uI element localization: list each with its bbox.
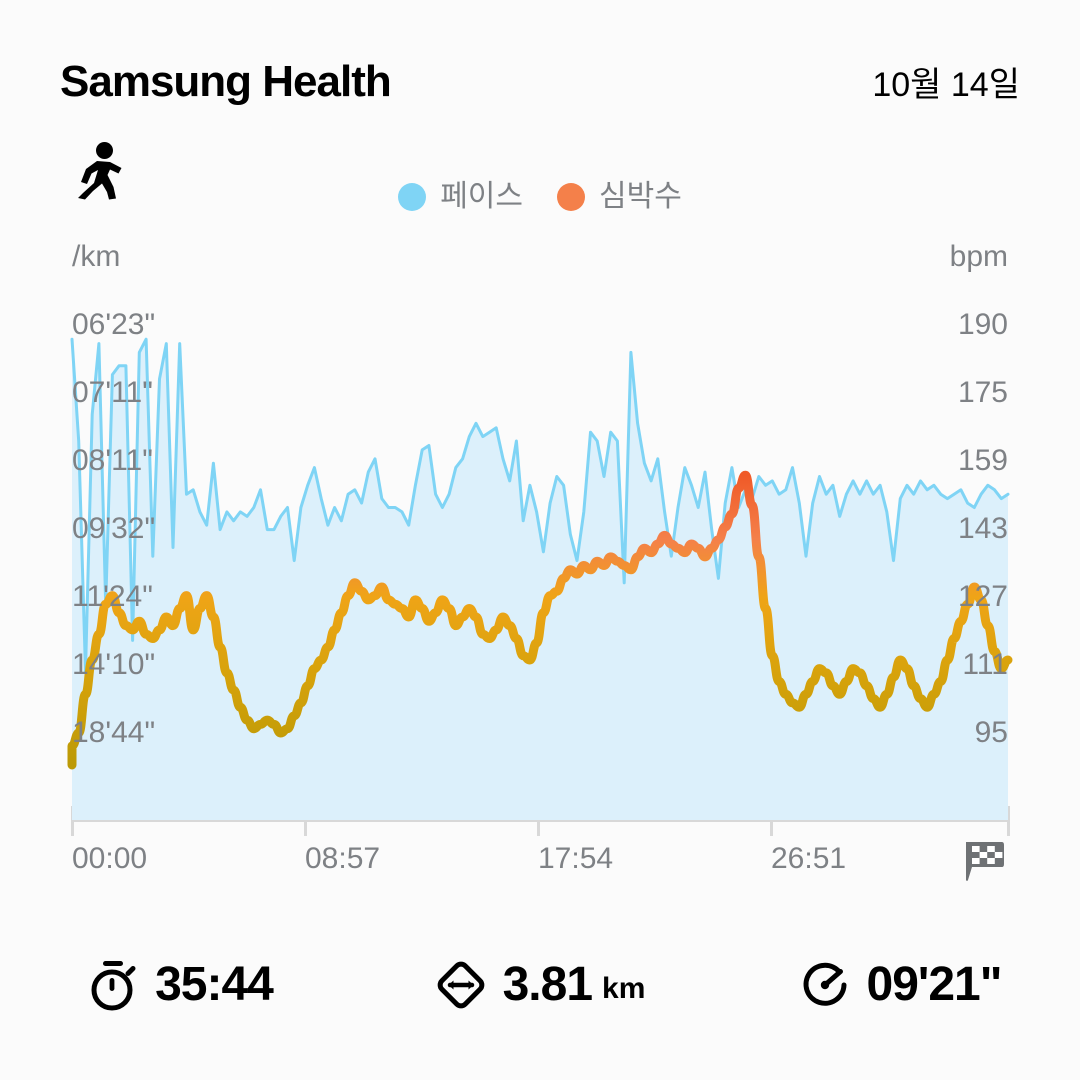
stat-distance: 3.81 km [360, 959, 720, 1011]
summary-stats: 35:44 3.81 km 09'21" [0, 930, 1080, 1040]
right-axis-tick-0: 190 [957, 308, 1008, 341]
distance-value: 3.81 [502, 958, 593, 1011]
legend-label-pace: 페이스 [440, 180, 523, 213]
header: Samsung Health 10월 14일 [0, 0, 1080, 130]
x-axis-tick-1: 08:57 [305, 842, 381, 875]
chart-legend: 페이스 심박수 [0, 180, 1080, 214]
legend-item-pace: 페이스 [398, 180, 523, 214]
left-axis-tick-4: 11'24" [72, 580, 153, 613]
left-axis-tick-0: 06'23" [72, 308, 156, 341]
left-axis-tick-3: 09'32" [72, 512, 156, 545]
stopwatch-icon [91, 961, 136, 1011]
page-title: Samsung Health [60, 57, 392, 106]
left-axis-tick-2: 08'11" [72, 444, 153, 477]
left-axis-tick-6: 18'44" [72, 716, 156, 749]
legend-label-heart-rate: 심박수 [599, 180, 682, 213]
distance-diamond-icon [437, 961, 484, 1009]
right-axis-tick-2: 159 [957, 444, 1008, 477]
finish-flag-icon [966, 842, 1004, 881]
pace-area-fill [72, 339, 1008, 820]
right-axis-tick-4: 127 [957, 580, 1008, 613]
right-axis-unit: bpm [949, 240, 1008, 273]
average-pace-value: 09'21" [866, 958, 1003, 1011]
stat-duration: 35:44 [0, 959, 360, 1011]
right-axis-tick-3: 143 [957, 512, 1008, 545]
right-axis-tick-1: 175 [957, 376, 1008, 409]
pace-gauge-icon [803, 962, 847, 1006]
header-date: 10월 14일 [872, 66, 1020, 104]
left-axis-tick-1: 07'11" [72, 376, 153, 409]
x-axis-tick-0: 00:00 [72, 842, 148, 875]
heart-rate-line [67, 470, 1013, 770]
heart-rate-legend-dot [557, 183, 585, 211]
x-axis-tick-3: 26:51 [771, 842, 847, 875]
legend-item-heart-rate: 심박수 [557, 180, 682, 214]
right-axis-tick-6: 95 [974, 716, 1008, 749]
left-axis-tick-5: 14'10" [72, 648, 156, 681]
duration-value: 35:44 [155, 958, 274, 1011]
pace-line [70, 337, 1010, 673]
right-axis-tick-5: 111 [962, 648, 1008, 681]
pace-legend-dot [398, 183, 427, 211]
x-axis-ticks [71, 806, 1010, 836]
stat-average-pace: 09'21" [720, 959, 1080, 1011]
x-axis-tick-2: 17:54 [538, 842, 614, 875]
left-axis-unit: /km [72, 240, 121, 273]
distance-unit: km [602, 972, 646, 1005]
running-person-icon [78, 142, 122, 200]
